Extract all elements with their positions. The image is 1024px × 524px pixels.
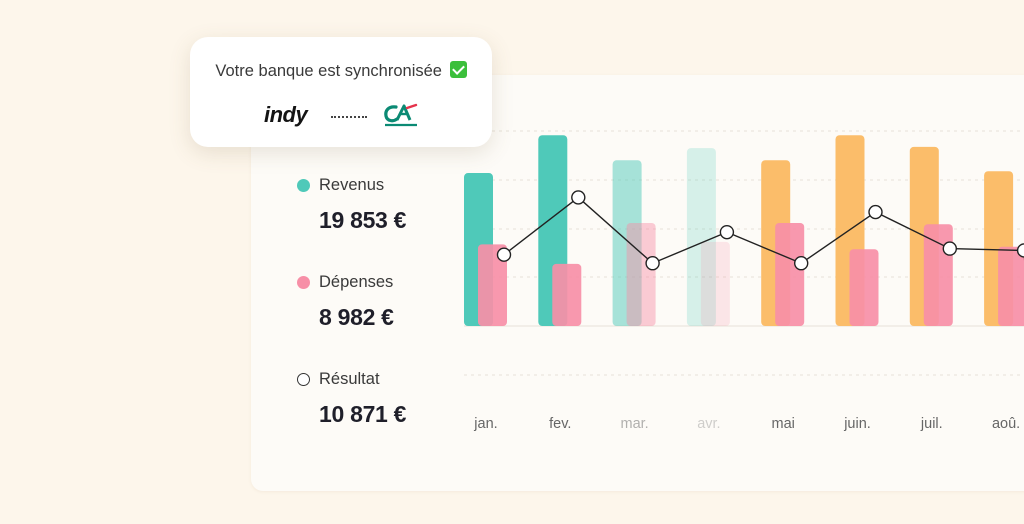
bar-revenus [612,160,642,326]
point-resultat [868,204,883,220]
x-tick-label: mar. [620,416,648,432]
point-resultat [719,224,735,240]
point-resultat [942,241,957,256]
legend-revenus: Revenus 19 853 € [297,176,406,234]
legend-depenses: Dépenses 8 982 € [297,273,394,331]
sync-title-text: Votre banque est synchronisée [215,62,442,80]
filled-dot-icon [297,276,310,289]
point-resultat [1016,243,1024,258]
x-tick-label: juil. [920,416,943,432]
x-tick-label: juin. [843,416,871,432]
bar-depenses [700,241,730,326]
point-resultat [794,256,809,271]
indy-logo: indy [264,102,308,127]
bar-depenses [923,224,953,326]
legend-label-revenus: Revenus [319,176,385,194]
filled-dot-icon [297,179,310,192]
point-resultat [645,256,660,271]
x-tick-label: jan. [473,416,497,432]
legend-value-resultat: 10 871 € [319,401,407,427]
bar-depenses [626,223,656,326]
bar-depenses [552,263,582,326]
legend-value-revenus: 19 853 € [319,207,407,233]
legend-label-depenses: Dépenses [319,273,394,291]
sync-title: Votre banque est synchronisée [190,61,492,81]
x-tick-label: aoû. [992,416,1020,432]
bar-depenses [775,223,805,326]
hollow-dot-icon [297,373,310,386]
point-resultat [496,247,512,262]
x-tick-label: avr. [697,416,720,432]
legend-resultat: Résultat 10 871 € [297,370,406,428]
x-tick-label: mai [772,416,795,432]
point-resultat [571,190,586,205]
sync-notification: Votre banque est synchronisée [190,37,492,147]
bar-depenses [849,249,879,326]
legend-value-depenses: 8 982 € [319,304,394,330]
check-mark-icon [449,61,467,78]
connection-dots [331,116,367,118]
bar-depenses [478,244,507,326]
bar-revenus [686,148,716,326]
legend-label-resultat: Résultat [319,370,380,388]
credit-agricole-logo-icon [384,103,418,127]
bar-depenses [998,246,1024,326]
x-tick-label: fev. [549,416,571,432]
